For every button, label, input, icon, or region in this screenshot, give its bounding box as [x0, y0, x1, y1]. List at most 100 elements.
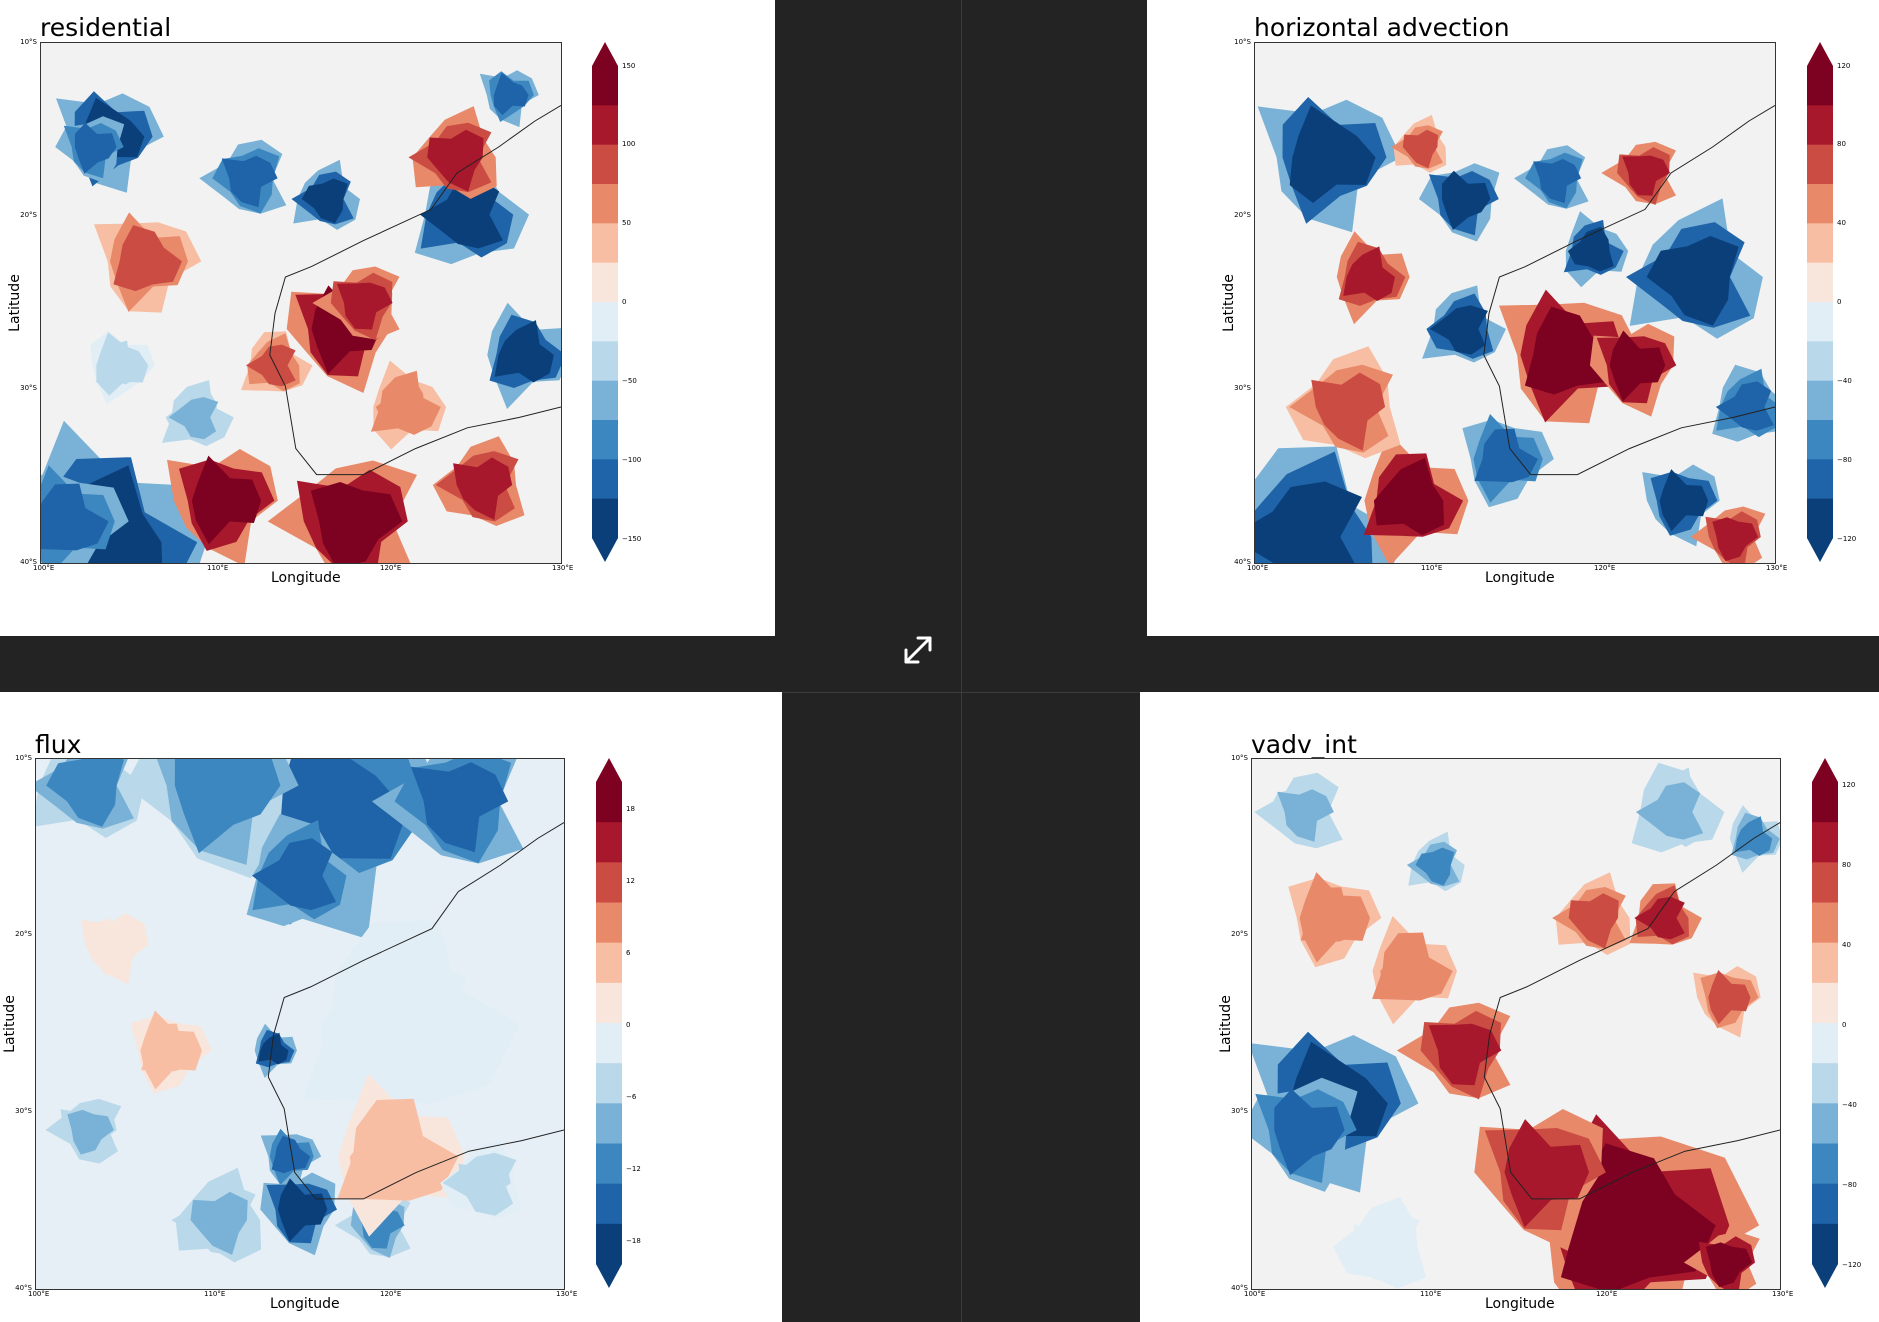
colorbar-tick-label: 150 — [622, 62, 636, 70]
colorbar-extend-min — [596, 1264, 622, 1288]
contour-region — [1646, 236, 1739, 326]
colorbar-segment — [596, 1223, 622, 1265]
contour-region — [1415, 847, 1455, 886]
colorbar-segment — [1812, 1063, 1838, 1104]
contour-region — [1567, 226, 1614, 272]
contour-region — [1609, 330, 1666, 402]
flux-plot-panel[interactable]: flux Latitude Longitude 100°E 110°E 120°… — [0, 692, 782, 1322]
colorbar-segment — [596, 1063, 622, 1104]
colorbar-tick-label: 50 — [622, 219, 631, 227]
contour-region — [168, 397, 219, 440]
colorbar-tick-label: −120 — [1837, 535, 1857, 543]
contour-region — [336, 282, 393, 330]
contour-region — [494, 320, 554, 383]
coastline — [1483, 104, 1775, 476]
colorbar-segment — [1812, 1103, 1838, 1144]
horizontal-advection-plot-panel[interactable]: horizontal advection Latitude Longitude … — [1147, 0, 1879, 636]
colorbar-tick-label: 80 — [1842, 861, 1851, 869]
contour-region — [1708, 970, 1751, 1025]
expand-arrows-icon[interactable] — [900, 632, 936, 668]
contour-region — [221, 155, 278, 208]
colorbar-tick-label: −12 — [626, 1165, 641, 1173]
colorbar-segment — [1807, 380, 1833, 421]
colorbar-segment — [1812, 782, 1838, 823]
colorbar-tick-label: 18 — [626, 805, 635, 813]
vadv-int-plot-panel[interactable]: vadv_int Latitude Longitude 100°E 110°E … — [1140, 692, 1879, 1322]
colorbar-segment — [592, 459, 618, 500]
colorbar-segment — [592, 262, 618, 303]
contour-region — [1428, 1023, 1502, 1086]
colorbar-segment — [1812, 1223, 1838, 1265]
contour-region — [1402, 129, 1438, 169]
colorbar-segment — [596, 1143, 622, 1185]
colorbar-segment — [596, 982, 622, 1024]
contour-region — [141, 1023, 198, 1072]
contour-region — [96, 917, 139, 972]
contour-region — [41, 483, 109, 551]
colorbar-graphic — [1807, 42, 1833, 562]
map-plot-area[interactable] — [35, 758, 565, 1290]
contour-region — [190, 1191, 248, 1255]
contour-region — [1734, 816, 1773, 856]
colorbar-tick-label: −120 — [1842, 1261, 1862, 1269]
colorbar-segment — [1807, 105, 1833, 146]
colorbar-tick-label: 120 — [1837, 62, 1851, 70]
colorbar-segment — [1807, 459, 1833, 500]
y-tick-label: 20°S — [1231, 930, 1248, 938]
y-tick-label: 30°S — [1231, 1107, 1248, 1115]
map-plot-area[interactable] — [1251, 758, 1781, 1290]
plot-title: residential — [40, 13, 172, 42]
colorbar-segment — [592, 105, 618, 146]
contour-region — [1474, 428, 1538, 483]
colorbar-segment — [1807, 420, 1833, 460]
coastline — [1483, 822, 1780, 1200]
colorbar-segment — [596, 902, 622, 944]
x-tick-label: 100°E — [1244, 1290, 1266, 1298]
contour-region — [458, 1158, 511, 1215]
colorbar-tick-label: 6 — [626, 949, 631, 957]
contour-region — [1560, 1143, 1716, 1289]
residential-plot-panel[interactable]: residential Latitude Longitude 100°E 110… — [0, 0, 775, 636]
contour-region — [493, 72, 529, 116]
contour-region — [1429, 305, 1488, 355]
colorbar-tick-label: 40 — [1842, 941, 1851, 949]
colorbar-segment — [1807, 341, 1833, 382]
contour-region — [271, 1135, 311, 1174]
contour-region — [1568, 893, 1619, 949]
contour-region — [95, 340, 144, 385]
contour-region — [1311, 372, 1386, 451]
contour-region — [251, 838, 337, 911]
colorbar-segment — [592, 498, 618, 539]
colorbar-extend-min — [592, 538, 618, 562]
y-tick-label: 40°S — [1231, 1284, 1248, 1292]
y-axis-label: Latitude — [1217, 995, 1234, 1053]
colorbar-tick-label: 0 — [622, 298, 627, 306]
vertical-divider[interactable] — [961, 0, 962, 1322]
plot-title: vadv_int — [1251, 730, 1357, 759]
map-plot-area[interactable] — [1254, 42, 1776, 564]
contour-region — [1705, 1242, 1753, 1288]
contour-region — [420, 178, 503, 249]
contour-region — [310, 482, 403, 563]
colorbar-segment — [592, 184, 618, 224]
colorbar — [1812, 758, 1838, 1288]
colorbar-segment — [592, 144, 618, 185]
horizontal-divider[interactable] — [0, 692, 1879, 693]
colorbar-extend-max — [592, 42, 618, 66]
y-tick-label: 10°S — [1231, 754, 1248, 762]
colorbar-tick-label: 80 — [1837, 140, 1846, 148]
map-plot-area[interactable] — [40, 42, 562, 564]
colorbar-extend-max — [596, 758, 622, 782]
colorbar-tick-label: 0 — [626, 1021, 631, 1029]
colorbar-tick-label: 120 — [1842, 781, 1856, 789]
contour-region — [1712, 517, 1759, 562]
y-tick-label: 20°S — [20, 211, 37, 219]
x-tick-label: 100°E — [1247, 564, 1269, 572]
contour-region — [1300, 887, 1366, 942]
contour-region — [1373, 457, 1445, 536]
contour-region — [46, 759, 124, 827]
x-tick-label: 130°E — [1766, 564, 1788, 572]
colorbar-segment — [1807, 262, 1833, 303]
colorbar-segment — [1812, 942, 1838, 984]
contour-region — [174, 759, 281, 854]
